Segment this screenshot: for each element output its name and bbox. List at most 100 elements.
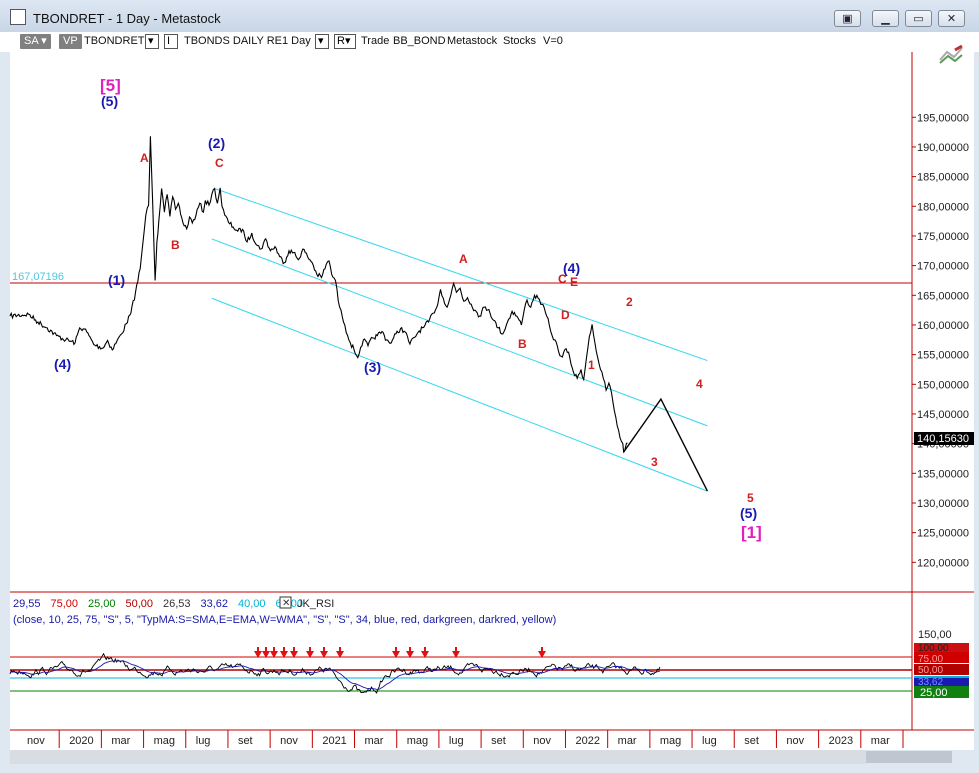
signal-arrow xyxy=(306,651,314,658)
last-price-text: 140,15630 xyxy=(917,433,969,445)
signal-arrow xyxy=(262,651,270,658)
price-tick-label: 125,00000 xyxy=(917,528,969,540)
window-title: TBONDRET - 1 Day - Metastock xyxy=(33,11,221,26)
price-axis-panel xyxy=(912,52,974,592)
time-tick-label: nov xyxy=(280,735,298,747)
ind-axis-75: 75,00 xyxy=(918,654,943,665)
time-tick-label: 2023 xyxy=(829,735,853,747)
rsi-line xyxy=(9,652,661,694)
vp-button[interactable]: VP xyxy=(59,34,82,49)
symbol-dropdown[interactable]: ▾ xyxy=(145,34,159,49)
signal-arrow xyxy=(406,651,414,658)
signal-arrow xyxy=(452,651,460,658)
period-label: 1 Day xyxy=(282,35,311,47)
wave-label-5a: (5) xyxy=(101,93,118,109)
time-tick-label: 2020 xyxy=(69,735,93,747)
price-series-line xyxy=(9,136,628,454)
price-panel xyxy=(10,52,912,592)
time-tick-label: mag xyxy=(660,735,681,747)
channel-line xyxy=(211,238,708,427)
info-button[interactable]: I xyxy=(164,34,178,49)
wave-label-4b: (4) xyxy=(563,260,580,276)
maximize-button[interactable]: ▭ xyxy=(905,10,932,27)
signal-arrow xyxy=(280,651,288,658)
close-icon[interactable]: ✕ xyxy=(282,598,290,609)
ind-badge-33b xyxy=(914,678,969,686)
close-button[interactable]: ✕ xyxy=(938,10,965,27)
ind-axis-33: 33,62 xyxy=(918,677,943,688)
symbol-label: TBONDRET xyxy=(84,35,145,47)
period-dropdown[interactable]: ▾ xyxy=(315,34,329,49)
price-tick-label: 160,00000 xyxy=(917,320,969,332)
indicator-param: 26,53 xyxy=(163,598,191,610)
projection-series-line[interactable] xyxy=(623,397,709,492)
indicator-close-box[interactable] xyxy=(279,596,292,609)
price-tick-label: 185,00000 xyxy=(917,172,969,184)
wave-label-bracket-1: [1] xyxy=(741,523,762,542)
wave-label-E2: E xyxy=(570,275,578,289)
signal-arrow xyxy=(290,651,298,658)
wave-label-n3: 3 xyxy=(651,455,658,469)
signal-arrow xyxy=(392,651,400,658)
indicator-param: 33,62 xyxy=(201,598,229,610)
source-label: BB_BOND xyxy=(393,35,446,47)
time-tick-label: mag xyxy=(154,735,175,747)
price-ticks: 195,00000 190,00000 185,00000 180,00000 175,… xyxy=(912,112,969,569)
rsi-ma-line xyxy=(9,660,661,690)
sa-button[interactable]: SA ▾ xyxy=(20,34,51,49)
title-bar: TBONDRET - 1 Day - Metastock ▣ ▁ ▭ ✕ xyxy=(0,0,979,33)
ind-badge-50 xyxy=(914,664,969,675)
wave-label-n1: 1 xyxy=(588,358,595,372)
signal-arrows xyxy=(254,647,546,658)
ind-badge-75 xyxy=(914,652,969,663)
wave-label-C1: C xyxy=(215,156,224,170)
price-tick-label: 165,00000 xyxy=(917,290,969,302)
time-tick-label: nov xyxy=(533,735,551,747)
time-tick-label: mag xyxy=(407,735,428,747)
signal-arrow xyxy=(270,651,278,658)
ind-axis-150: 150,00 xyxy=(918,629,952,641)
ind-axis-50: 50,00 xyxy=(918,665,943,676)
time-tick-label: lug xyxy=(196,735,211,747)
wave-label-A2: A xyxy=(459,252,468,266)
time-tick-label: 2022 xyxy=(575,735,599,747)
indicator-param: 40,00 xyxy=(238,598,266,610)
wave-label-2: (2) xyxy=(208,135,225,151)
chart-type-icon[interactable] xyxy=(939,44,963,64)
channel-line xyxy=(214,188,708,362)
hline-label: 167,07196 xyxy=(12,271,64,283)
horizontal-scrollbar[interactable] xyxy=(10,750,866,764)
wave-label-3: (3) xyxy=(364,359,381,375)
time-tick-label: lug xyxy=(449,735,464,747)
feed-label: Metastock xyxy=(447,35,498,47)
time-tick-label: mar xyxy=(111,735,130,747)
app-icon xyxy=(10,9,26,25)
pin-button[interactable]: ▣ xyxy=(834,10,861,27)
indicator-formula: (close, 10, 25, 75, "S", 5, "TypMA:S=SMA… xyxy=(13,614,556,626)
wave-label-5b: (5) xyxy=(740,505,757,521)
indicator-param: 29,55 xyxy=(13,598,41,610)
price-tick-label: 195,00000 xyxy=(917,112,969,124)
trade-label: Trade xyxy=(361,35,390,47)
r-dropdown[interactable]: R▾ xyxy=(334,34,356,49)
time-tick-label: mar xyxy=(618,735,637,747)
time-tick-label: nov xyxy=(27,735,45,747)
minimize-button[interactable]: ▁ xyxy=(872,10,899,27)
time-ticks: nov 2020 mar mag lug set nov 2021 mar mag lug set no… xyxy=(27,735,890,747)
price-tick-label: 145,00000 xyxy=(917,409,969,421)
channel-line xyxy=(211,297,708,492)
signal-arrow xyxy=(336,651,344,658)
trend-channels[interactable] xyxy=(211,188,708,492)
price-tick-label: 120,00000 xyxy=(917,557,969,569)
wave-label-C2: C xyxy=(558,272,567,286)
ind-axis-25: 25,00 xyxy=(920,687,948,699)
wave-label-bracket-5: [5] xyxy=(100,76,121,95)
price-tick-label: 130,00000 xyxy=(917,498,969,510)
wave-label-B2: B xyxy=(518,337,527,351)
wave-label-n4: 4 xyxy=(696,377,703,391)
volume-label: V=0 xyxy=(543,35,563,47)
indicator-param: 50,00 xyxy=(126,598,154,610)
wave-label-D2: D xyxy=(561,308,570,322)
scrollbar-thumb[interactable] xyxy=(866,751,952,763)
